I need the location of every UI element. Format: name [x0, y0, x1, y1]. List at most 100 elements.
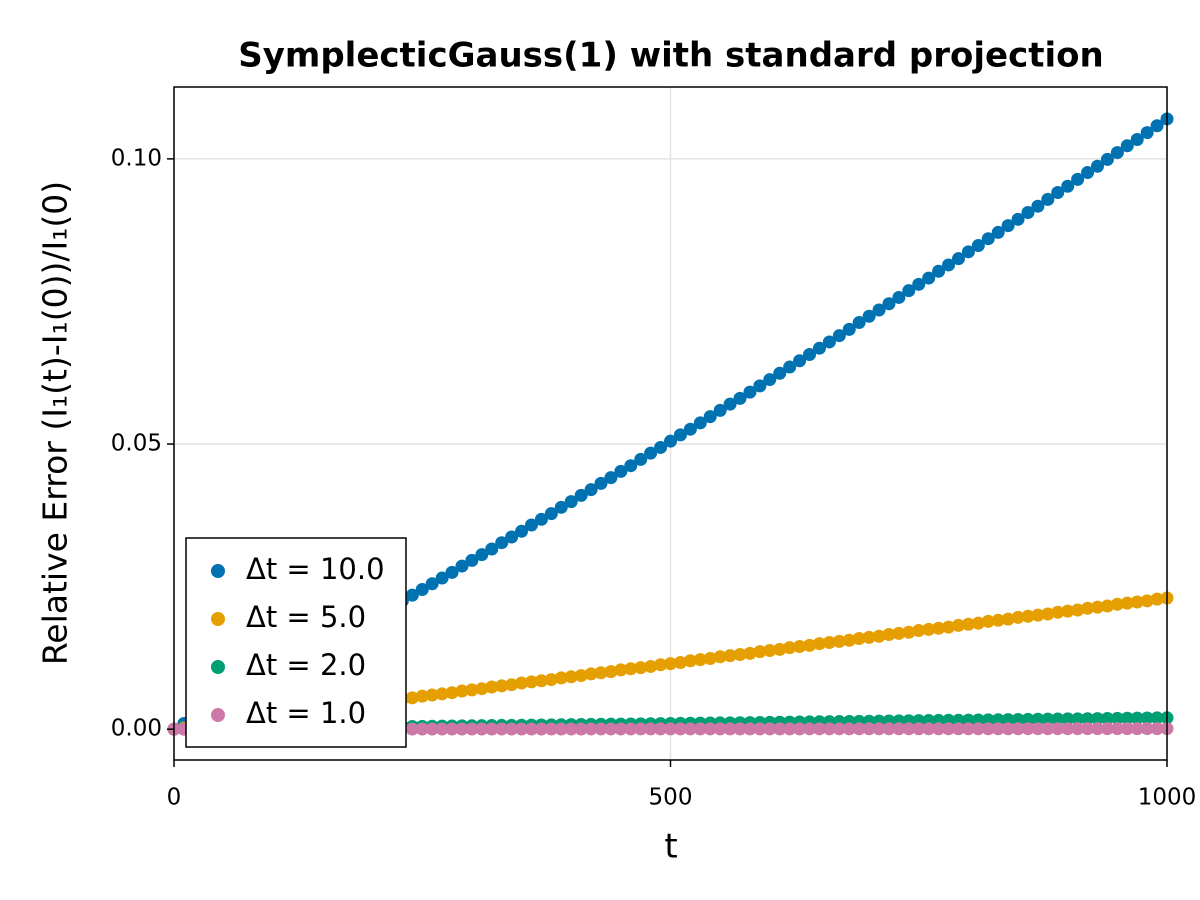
legend-marker — [211, 612, 225, 626]
data-point — [862, 309, 876, 323]
data-point — [544, 507, 558, 521]
data-point — [793, 354, 807, 368]
data-point — [1150, 711, 1164, 725]
data-point — [912, 722, 926, 736]
data-point — [644, 659, 658, 673]
data-point — [1140, 594, 1154, 608]
data-point — [1090, 159, 1104, 173]
data-point — [664, 722, 677, 736]
data-point — [683, 654, 697, 668]
data-point — [1031, 608, 1045, 622]
data-point — [475, 682, 489, 696]
data-point — [405, 722, 419, 736]
data-point — [793, 640, 807, 654]
data-point — [1011, 713, 1025, 727]
data-point — [981, 713, 995, 727]
data-point — [703, 722, 717, 736]
data-point — [1110, 146, 1124, 160]
data-point — [564, 722, 578, 736]
data-point — [1120, 596, 1134, 610]
data-point — [495, 536, 509, 550]
data-point — [524, 722, 538, 736]
x-tick-label: 500 — [649, 785, 693, 811]
data-point — [1031, 199, 1045, 213]
data-point — [614, 722, 628, 736]
data-point — [733, 391, 747, 405]
data-point — [971, 616, 985, 630]
data-point — [564, 670, 578, 684]
data-point — [971, 722, 985, 736]
data-point — [1140, 126, 1154, 140]
data-point — [485, 542, 499, 556]
data-point — [425, 688, 439, 702]
data-point — [773, 366, 787, 380]
data-point — [594, 722, 608, 736]
data-point — [842, 322, 856, 336]
data-point — [654, 722, 668, 736]
data-point — [415, 722, 429, 736]
data-point — [872, 722, 886, 736]
data-point — [664, 657, 677, 671]
data-point — [584, 483, 598, 497]
data-point — [415, 582, 429, 596]
data-point — [981, 232, 995, 246]
data-point — [852, 316, 866, 330]
data-point — [1140, 711, 1154, 725]
data-point — [961, 722, 975, 736]
data-point — [773, 722, 787, 736]
data-point — [763, 373, 777, 387]
data-point — [584, 667, 598, 681]
data-point — [425, 577, 439, 591]
legend-marker — [211, 564, 225, 578]
data-point — [574, 669, 588, 683]
data-point — [1090, 600, 1104, 614]
data-point — [1100, 599, 1114, 613]
data-point — [574, 488, 588, 502]
data-point — [803, 638, 817, 652]
chart-title: SymplecticGauss(1) with standard project… — [238, 36, 1103, 76]
data-point — [1120, 139, 1134, 153]
data-point — [882, 628, 896, 642]
data-point — [515, 524, 529, 538]
data-point — [942, 722, 956, 736]
data-point — [564, 495, 578, 509]
data-point — [822, 636, 836, 650]
data-point — [1100, 711, 1114, 725]
data-point — [435, 687, 449, 701]
data-point — [743, 722, 757, 736]
legend-label: Δt = 10.0 — [246, 552, 385, 586]
data-point — [793, 722, 807, 736]
data-point — [981, 722, 995, 736]
data-point — [544, 722, 558, 736]
data-point — [455, 722, 469, 736]
data-point — [713, 650, 727, 664]
data-point — [1110, 711, 1124, 725]
data-point — [683, 722, 697, 736]
data-point — [991, 722, 1005, 736]
data-point — [803, 347, 817, 361]
data-point — [753, 379, 767, 393]
data-point — [594, 666, 608, 680]
data-point — [594, 476, 608, 490]
data-point — [1090, 712, 1104, 726]
data-point — [1001, 219, 1015, 233]
data-point — [445, 722, 459, 736]
data-point — [1110, 722, 1124, 736]
data-point — [1021, 722, 1035, 736]
data-point — [604, 722, 618, 736]
data-point — [584, 722, 598, 736]
data-point — [753, 645, 767, 659]
data-point — [624, 459, 638, 473]
legend-label: Δt = 5.0 — [246, 600, 366, 634]
data-point — [515, 676, 529, 690]
data-point — [1150, 119, 1164, 133]
data-point — [554, 722, 568, 736]
data-point — [524, 518, 538, 532]
data-point — [1100, 722, 1114, 736]
data-point — [693, 653, 707, 667]
data-point — [415, 689, 429, 703]
data-point — [1001, 722, 1015, 736]
data-point — [1001, 612, 1015, 626]
